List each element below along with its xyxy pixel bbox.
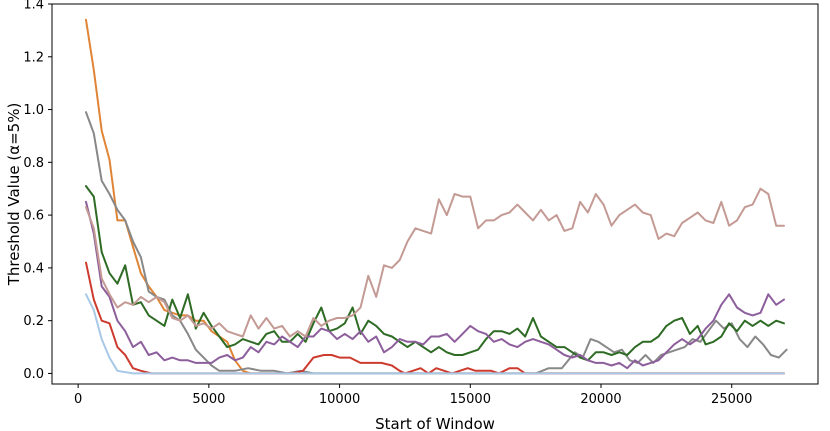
x-tick-label: 25000 bbox=[711, 392, 752, 407]
y-tick-label: 0.6 bbox=[23, 209, 44, 224]
y-tick-label: 1.2 bbox=[23, 50, 44, 65]
y-tick-label: 0.2 bbox=[23, 314, 44, 329]
y-tick-label: 1.4 bbox=[23, 0, 44, 13]
y-axis-label: Threshold Value (α=5%) bbox=[5, 103, 23, 287]
x-tick-label: 5000 bbox=[192, 392, 225, 407]
series-line-4 bbox=[85, 200, 785, 370]
x-axis-label: Start of Window bbox=[375, 415, 495, 431]
x-axis: 0 5000 10000 15000 20000 25000 bbox=[74, 384, 752, 407]
plot-frame bbox=[51, 3, 819, 385]
x-tick-label: 10000 bbox=[319, 392, 360, 407]
series-line-5 bbox=[85, 187, 785, 338]
x-tick-label: 0 bbox=[74, 392, 82, 407]
y-tick-label: 1.0 bbox=[23, 103, 44, 118]
x-tick-label: 15000 bbox=[450, 392, 491, 407]
y-tick-label: 0.4 bbox=[23, 261, 44, 276]
x-tick-label: 20000 bbox=[580, 392, 621, 407]
series-line-3 bbox=[85, 185, 785, 362]
y-tick-label: 0.8 bbox=[23, 156, 44, 171]
y-axis: 0.0 0.2 0.4 0.6 0.8 1.0 1.2 1.4 bbox=[23, 0, 52, 382]
series-line-7 bbox=[85, 293, 785, 375]
series-layer bbox=[85, 18, 788, 375]
y-tick-label: 0.0 bbox=[23, 367, 44, 382]
